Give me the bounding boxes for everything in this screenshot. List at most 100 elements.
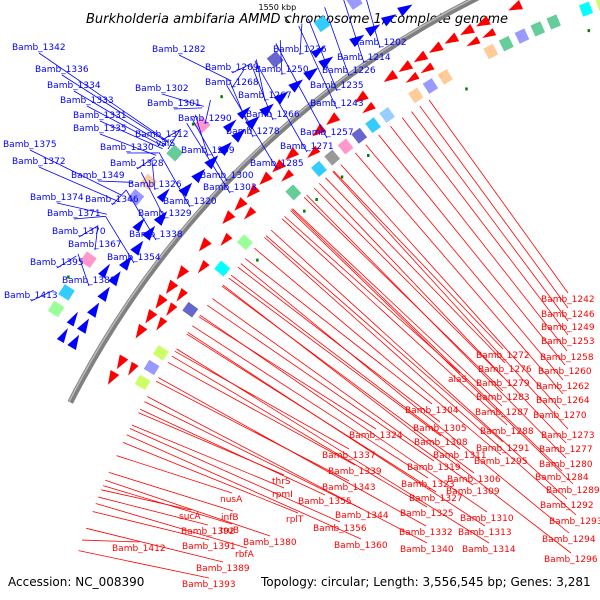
leader-line [231, 63, 252, 74]
leader-line [158, 152, 191, 208]
forward-gene-arrow [303, 67, 318, 81]
feature-block [498, 35, 514, 52]
gene-label: Bamb_1323 [401, 480, 455, 490]
gene-label: Bamb_1311 [433, 451, 487, 461]
feature-block [134, 374, 151, 390]
leader-line [78, 550, 210, 579]
summary-text: Topology: circular; Length: 3,556,545 bp… [260, 575, 591, 589]
gene-label: Bamb_1269 [205, 63, 259, 73]
leader-line [125, 189, 157, 241]
feature-block [193, 116, 211, 134]
gene-label: Bamb_1314 [462, 545, 516, 555]
leader-line [378, 134, 566, 366]
leader-line [240, 263, 570, 534]
reverse-gene-arrow [116, 354, 129, 370]
leader-line [77, 253, 90, 287]
leader-line [298, 25, 338, 110]
leader-line [186, 123, 231, 194]
gene-label: Bamb_1343 [322, 483, 376, 493]
leader-line [78, 225, 99, 238]
feature-block [530, 21, 546, 37]
gene-label: Bamb_1302 [135, 84, 189, 94]
gene-label: Bamb_1329 [138, 209, 192, 219]
leader-line [281, 218, 508, 426]
rna-marker [256, 258, 259, 262]
leader-line [73, 215, 106, 220]
gene-label: Bamb_1290 [178, 114, 232, 124]
rna-marker [67, 275, 70, 279]
leader-line [365, 144, 564, 381]
leader-line [178, 54, 232, 82]
leader-line [86, 105, 165, 148]
rna-marker [220, 95, 223, 99]
leader-line [313, 187, 504, 378]
reverse-gene-arrow [156, 316, 168, 331]
leader-line [140, 172, 166, 220]
leader-line [264, 236, 577, 516]
gene-label: Bamb_1296 [544, 555, 598, 565]
leader-line [129, 428, 341, 523]
leader-line [30, 290, 54, 302]
reverse-gene-arrow [413, 50, 429, 63]
forward-gene-arrow [273, 91, 289, 105]
forward-gene-arrow [141, 225, 156, 241]
reverse-gene-arrow [420, 62, 435, 74]
forward-gene-arrow [119, 255, 132, 271]
gene-label: Bamb_1266 [246, 110, 300, 120]
gene-label: Bamb_1292 [540, 501, 594, 511]
reverse-gene-arrow [234, 197, 248, 211]
gene-label: Bamb_1319 [407, 463, 461, 473]
reverse-gene-arrow [482, 28, 497, 39]
rna-marker [191, 122, 195, 126]
leader-line [136, 156, 156, 170]
reverse-gene-arrow [176, 265, 190, 280]
leader-line [199, 314, 488, 513]
gene-label: Bamb_1337 [322, 451, 376, 461]
forward-gene-arrow [380, 14, 397, 27]
leader-line [366, 0, 381, 49]
forward-gene-arrow [67, 334, 80, 350]
leader-line [340, 164, 561, 410]
feature-block [311, 160, 327, 177]
gene-label: Bamb_1257 [300, 128, 354, 138]
gene-label: Bamb_1360 [334, 541, 388, 551]
feature-block [379, 107, 395, 123]
leader-line [343, 0, 365, 64]
leader-line [250, 63, 274, 121]
rna-marker [587, 29, 591, 33]
feature-block [324, 149, 341, 166]
leader-line [198, 316, 377, 430]
leader-line [116, 455, 233, 494]
gene-label: Bamb_1276 [478, 365, 532, 375]
leader-line [97, 180, 133, 183]
rna-marker [315, 197, 318, 201]
leader-line [244, 258, 433, 405]
gene-label: Bamb_1328 [110, 159, 164, 169]
gene-label: Bamb_1236 [273, 45, 327, 55]
gene-label: Bamb_1303 [203, 183, 257, 193]
leader-line [82, 539, 140, 543]
leader-line [222, 284, 572, 554]
gene-label: Bamb_1413 [4, 291, 58, 301]
reverse-gene-arrow [243, 206, 257, 220]
leader-line [105, 479, 271, 537]
chromosome-backbone [67, 0, 480, 404]
gene-label: Bamb_1412 [112, 544, 166, 554]
gene-label: Bamb_1326 [128, 180, 182, 190]
reverse-gene-arrow [176, 288, 188, 302]
leader-line [428, 99, 569, 294]
reverse-gene-arrow [466, 36, 481, 47]
backbone-highlight [68, 0, 472, 402]
leader-line [98, 496, 209, 526]
gene-label: Bamb_1375 [3, 140, 57, 150]
feature-block [236, 234, 253, 251]
gene-label: Bamb_1336 [35, 65, 89, 75]
feature-block [266, 50, 284, 68]
feature-block [578, 1, 594, 17]
gene-label: Bamb_1262 [536, 382, 590, 392]
gene-label: Bamb_1284 [535, 473, 589, 483]
leader-line [291, 209, 563, 472]
leader-line [111, 189, 127, 206]
forward-gene-arrow [132, 217, 145, 233]
gene-label: Bamb_1334 [47, 81, 101, 91]
